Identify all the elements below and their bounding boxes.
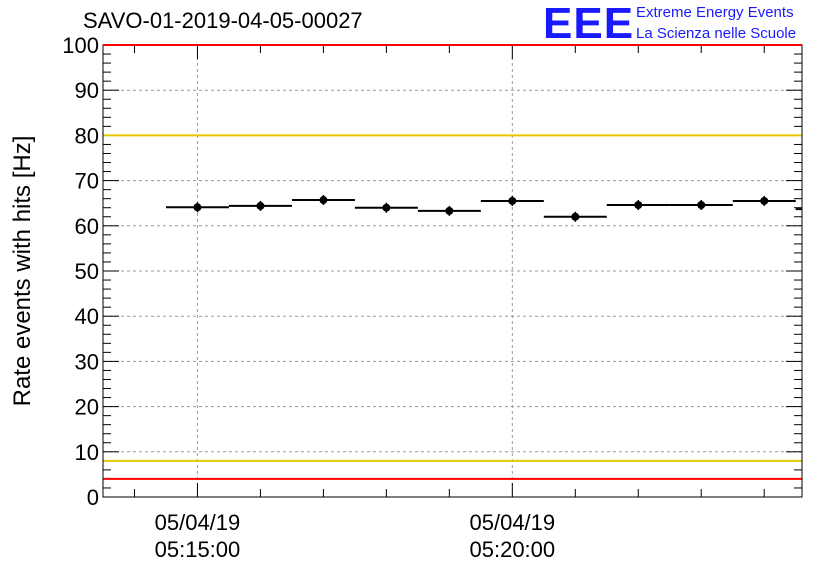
x-tick-label-date: 05/04/19 (155, 510, 241, 535)
data-point (823, 205, 831, 213)
y-tick-label: 10 (75, 440, 99, 465)
logo-subtitle-line2: La Scienza nelle Scuole (636, 25, 797, 42)
eee-logo: EEE (543, 0, 635, 48)
data-point (382, 203, 391, 212)
data-point (508, 196, 517, 205)
data-point (697, 201, 706, 210)
x-tick-label-time: 05:15:00 (155, 537, 241, 562)
y-tick-label: 20 (75, 395, 99, 420)
run-title: SAVO-01-2019-04-05-00027 (83, 8, 363, 33)
y-tick-label: 30 (75, 349, 99, 374)
y-tick-label: 80 (75, 123, 99, 148)
y-tick-label: 60 (75, 214, 99, 239)
y-axis-label: Rate events with hits [Hz] (9, 136, 36, 407)
data-point (193, 203, 202, 212)
x-tick-label-time: 05:20:00 (470, 537, 556, 562)
data-point (760, 196, 769, 205)
x-tick-label-date: 05/04/19 (470, 510, 556, 535)
y-tick-label: 70 (75, 169, 99, 194)
logo-subtitle-line1: Extreme Energy Events (636, 4, 794, 21)
y-tick-label: 90 (75, 78, 99, 103)
data-point (256, 201, 265, 210)
data-point (319, 196, 328, 205)
y-tick-label: 0 (87, 485, 99, 510)
data-point (571, 212, 580, 221)
data-point (634, 201, 643, 210)
y-tick-label: 100 (62, 33, 99, 58)
y-tick-label: 40 (75, 304, 99, 329)
data-point (445, 206, 454, 215)
y-tick-label: 50 (75, 259, 99, 284)
data-points (165, 195, 831, 222)
